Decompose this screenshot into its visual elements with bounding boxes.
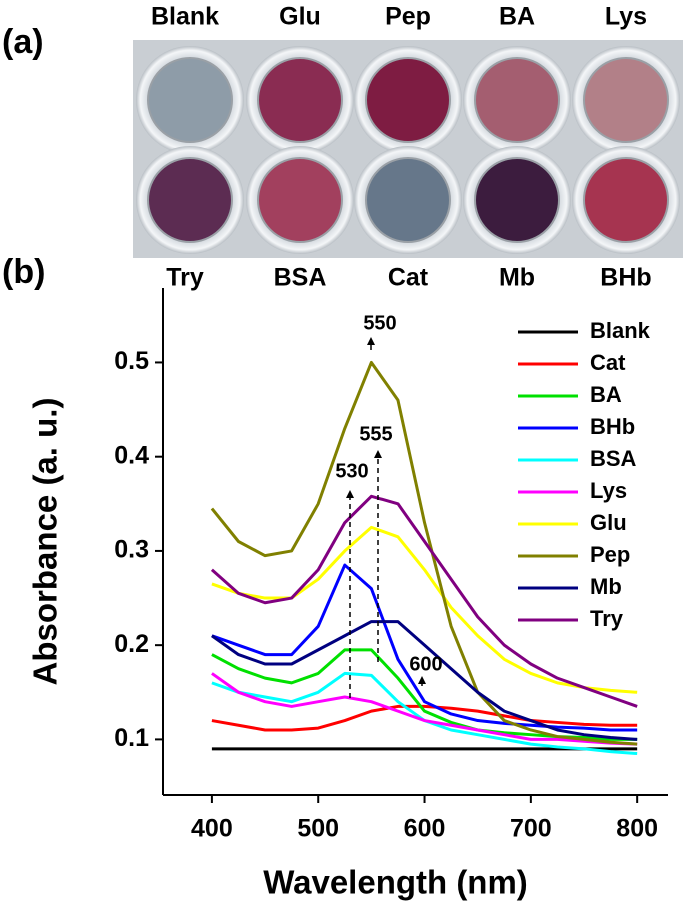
well-label: BA [499,3,535,31]
arrow-head [374,450,382,458]
legend-label: BSA [590,446,637,471]
series-line [211,672,638,746]
well [474,157,560,243]
panel-label: (a) [2,23,44,61]
series-line [210,360,638,746]
well-label: Lys [605,3,647,31]
well-label: Pep [385,3,431,31]
x-tick-label: 800 [616,815,658,843]
series-line [211,563,638,732]
y-tick-label: 0.3 [114,536,149,564]
x-tick-label: 400 [191,815,233,843]
legend-label: Glu [590,510,627,535]
well [583,57,669,143]
well-label: Glu [279,3,321,31]
legend-label: Pep [590,542,630,567]
series-line [211,525,638,694]
well-label: Cat [388,264,429,292]
well-plate-photo [133,40,683,258]
y-tick-label: 0.4 [114,441,149,469]
well-label: BHb [600,264,651,292]
legend-label: Lys [590,478,627,503]
chart: 0.1 0.2 0.3 0.4 0.5 400 500 600 700 800 Wavelength… [27,288,668,901]
well [365,157,451,243]
x-tick-label: 700 [510,815,552,843]
well [147,57,233,143]
y-tick-label: 0.1 [114,724,149,752]
y-axis-title: Absorbance (a. u.) [27,398,64,686]
series-line [210,494,638,708]
series-line [211,704,638,732]
arrow-head [367,337,375,345]
well-label: Mb [499,264,535,292]
legend-label: BA [590,382,622,407]
well-label: Blank [151,3,219,31]
x-tick-label: 500 [297,815,339,843]
panel-label: (b) [2,253,45,291]
arrow-head [346,490,354,498]
series-line [211,620,638,741]
legend-label: Mb [590,574,622,599]
well [474,57,560,143]
legend-label: BHb [590,414,635,439]
x-tick-label: 600 [404,815,446,843]
well [257,157,343,243]
well [583,157,669,243]
well-label: BSA [274,264,327,292]
annotation: 600 [409,653,442,675]
y-tick-label: 0.5 [114,347,149,375]
legend-label: Cat [590,350,626,375]
well [147,157,233,243]
legend-label: Try [590,606,624,631]
well [365,57,451,143]
annotation: 530 [335,460,368,482]
y-tick-label: 0.2 [114,630,149,658]
legend-label: Blank [590,318,651,343]
well-label: Try [166,264,204,292]
annotation: 555 [359,423,392,445]
annotation: 550 [363,312,396,334]
well [257,57,343,143]
arrow-head [418,676,426,684]
x-axis-title: Wavelength (nm) [263,864,528,901]
